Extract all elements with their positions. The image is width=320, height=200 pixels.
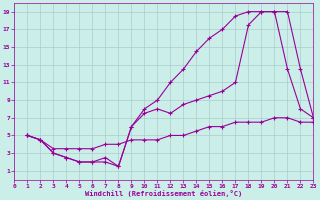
- X-axis label: Windchill (Refroidissement éolien,°C): Windchill (Refroidissement éolien,°C): [85, 190, 243, 197]
